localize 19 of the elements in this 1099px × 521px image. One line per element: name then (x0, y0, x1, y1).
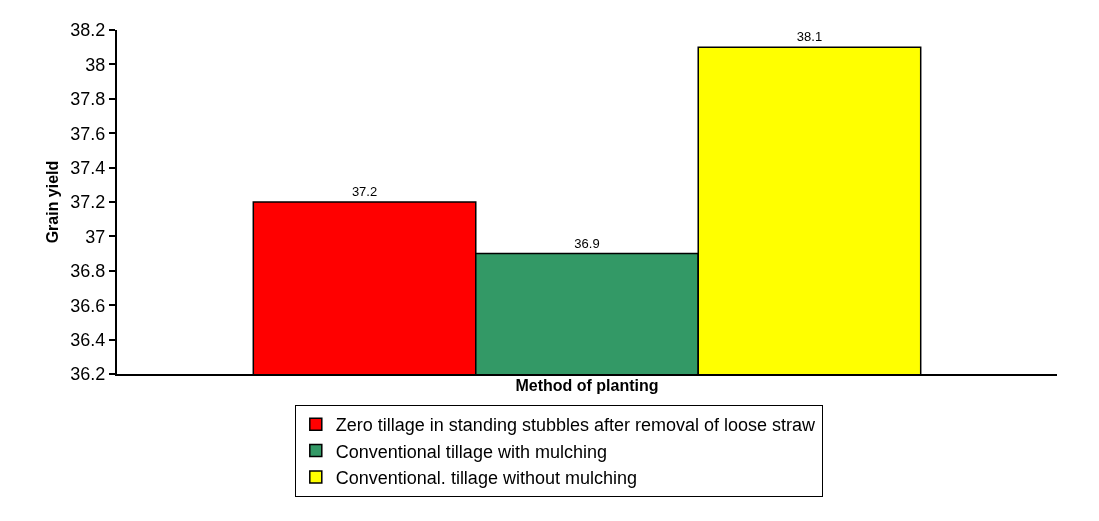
y-tick-label: 37 (85, 226, 106, 247)
legend-label: Zero tillage in standing stubbles after removal of loose straw (335, 415, 817, 436)
y-tick-label: 37.6 (70, 123, 106, 144)
y-tick-label: 37.8 (70, 89, 106, 110)
legend-label: Conventional tillage with mulching (335, 441, 607, 462)
y-axis-title: Grain yield (43, 160, 61, 244)
y-tick-label: 36.6 (70, 295, 106, 316)
x-axis-title: Method of planting (515, 376, 659, 394)
legend-label: Conventional. tillage without mulching (335, 467, 637, 488)
data-label: 38.1 (796, 29, 823, 45)
y-tick-label: 36.2 (70, 364, 106, 385)
y-tick-label: 38 (85, 54, 106, 75)
data-label: 37.2 (351, 184, 378, 199)
y-tick-label: 36.8 (70, 261, 106, 282)
y-tick-label: 38.2 (70, 20, 106, 41)
y-tick-label: 36.4 (70, 329, 106, 350)
data-label: 36.9 (574, 235, 600, 251)
y-tick-label: 37.4 (70, 157, 106, 178)
y-tick-label: 37.2 (70, 192, 106, 213)
